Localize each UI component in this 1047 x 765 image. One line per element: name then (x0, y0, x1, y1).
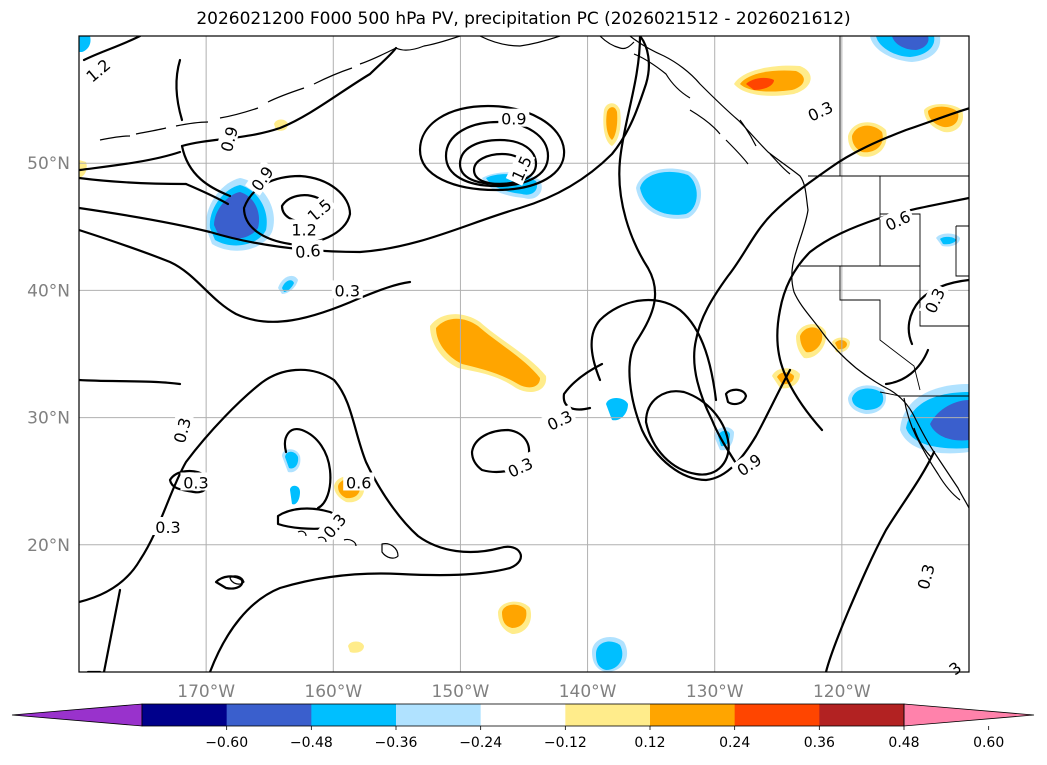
coastlines (99, 36, 969, 585)
latitude-label: 40°N (27, 281, 70, 301)
map-title: 2026021200 F000 500 hPa PV, precipitatio… (196, 9, 851, 29)
colorbar-segment (565, 704, 651, 726)
colorbar-segment (480, 704, 566, 726)
latitude-label: 30°N (27, 409, 70, 429)
colorbar-tick-label: 0.12 (634, 735, 665, 751)
precipitation-shading (79, 36, 969, 672)
svg-text:0.6: 0.6 (294, 241, 321, 262)
longitude-label: 140°W (559, 682, 617, 702)
graticule (79, 36, 969, 672)
svg-text:1.2: 1.2 (291, 220, 316, 239)
contour-label: 0.3 (331, 280, 363, 300)
latitude-label: 20°N (27, 536, 70, 556)
colorbar-segment (734, 704, 820, 726)
colorbar-segment (396, 704, 482, 726)
colorbar: −0.60 −0.48 −0.36 −0.24 −0.12 0.12 0.24 0.36 0.4… (11, 703, 1035, 751)
colorbar-tick-label: 0.48 (888, 735, 919, 751)
latitude-label: 50°N (27, 154, 70, 174)
colorbar-tick-label: 0.24 (719, 735, 750, 751)
contour-label: 0.6 (343, 472, 375, 492)
colorbar-extend-low (11, 703, 143, 727)
contour-label: 0.9 (498, 108, 530, 129)
svg-text:0.9: 0.9 (501, 110, 526, 129)
colorbar-tick-label: −0.60 (205, 735, 248, 751)
contour-label: 1.2 (288, 219, 320, 239)
contour-label: 0.3 (180, 472, 212, 492)
latitude-labels: 50°N 40°N 30°N 20°N (27, 154, 70, 556)
colorbar-tick-label: −0.24 (459, 735, 502, 751)
svg-text:0.6: 0.6 (346, 473, 371, 492)
colorbar-segment (142, 704, 228, 726)
map-frame (78, 35, 970, 673)
svg-text:0.3: 0.3 (335, 281, 360, 300)
colorbar-segment (311, 704, 397, 726)
svg-text:0.3: 0.3 (183, 473, 208, 492)
longitude-label: 160°W (304, 682, 362, 702)
longitude-label: 170°W (177, 682, 235, 702)
colorbar-tick-label: −0.12 (544, 735, 587, 751)
contour-label: 0.3 (541, 404, 578, 435)
colorbar-tick-label: −0.48 (290, 735, 333, 751)
contour-label: 0.3 (152, 516, 184, 537)
colorbar-tick-label: 0.36 (804, 735, 835, 751)
longitude-label: 120°W (813, 682, 871, 702)
map-background (79, 36, 969, 672)
colorbar-segment (819, 704, 905, 726)
longitude-label: 130°W (686, 682, 744, 702)
colorbar-segment (650, 704, 736, 726)
longitude-labels: 170°W 160°W 150°W 140°W 130°W 120°W (177, 682, 871, 702)
svg-text:0.3: 0.3 (155, 518, 180, 537)
colorbar-segment (226, 704, 312, 726)
longitude-label: 150°W (432, 682, 490, 702)
colorbar-extend-high (903, 703, 1035, 727)
colorbar-tick-label: −0.36 (375, 735, 418, 751)
contour-label: 0.6 (291, 239, 324, 262)
colorbar-tick-label: 0.60 (973, 735, 1004, 751)
